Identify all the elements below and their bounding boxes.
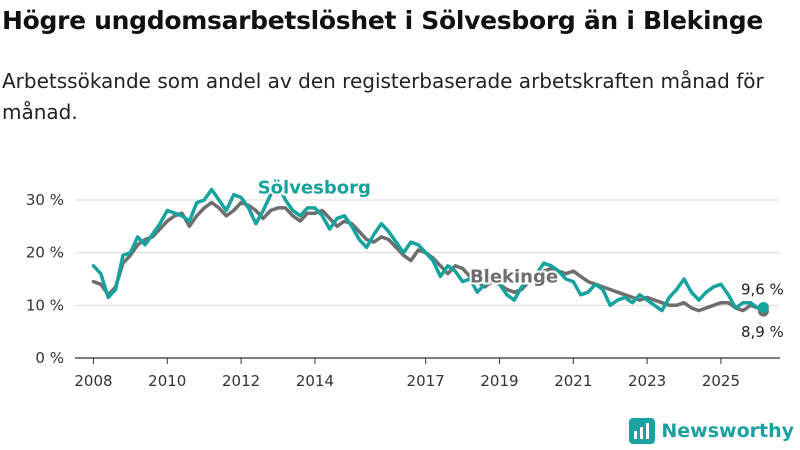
series-lines: [91, 182, 769, 317]
x-tick-label: 2008: [74, 372, 112, 390]
x-tick-label: 2019: [480, 372, 518, 390]
end-label-blekinge: 8,9 %: [741, 323, 784, 341]
gridlines: [75, 199, 780, 359]
x-tick-label: 2017: [407, 372, 445, 390]
newsworthy-logo-text: Newsworthy: [661, 420, 794, 442]
y-tick-label: 20 %: [26, 244, 64, 262]
y-tick-label: 10 %: [26, 296, 64, 314]
newsworthy-logo: Newsworthy: [629, 418, 794, 444]
x-tick-label: 2025: [702, 372, 740, 390]
x-tick-label: 2012: [222, 372, 260, 390]
series-label-blekinge: Blekinge: [470, 267, 558, 288]
y-tick-label: 0 %: [35, 349, 64, 367]
x-tick-label: 2021: [554, 372, 592, 390]
chart-subtitle: Arbetssökande som andel av den registerb…: [2, 69, 764, 124]
series-labels: Sölvesborg Blekinge 9,6 % 8,9 %: [256, 176, 784, 341]
newsworthy-logo-icon: [629, 418, 656, 444]
chart-title: Högre ungdomsarbetslöshet i Sölvesborg ä…: [2, 6, 764, 35]
x-axis: 2008 2010 2012 2014 2017 2019 2021 2023 2025: [74, 358, 740, 390]
x-tick-label: 2023: [628, 372, 666, 390]
series-endpoint-solvesborg: [757, 301, 769, 313]
series-label-solvesborg: Sölvesborg: [258, 178, 371, 199]
y-tick-label: 30 %: [26, 191, 64, 209]
x-tick-label: 2010: [148, 372, 186, 390]
y-axis: 0 % 10 % 20 % 30 %: [26, 191, 64, 367]
series-line-solvesborg: [91, 182, 766, 313]
end-label-solvesborg: 9,6 %: [741, 280, 784, 298]
x-tick-label: 2014: [296, 372, 334, 390]
